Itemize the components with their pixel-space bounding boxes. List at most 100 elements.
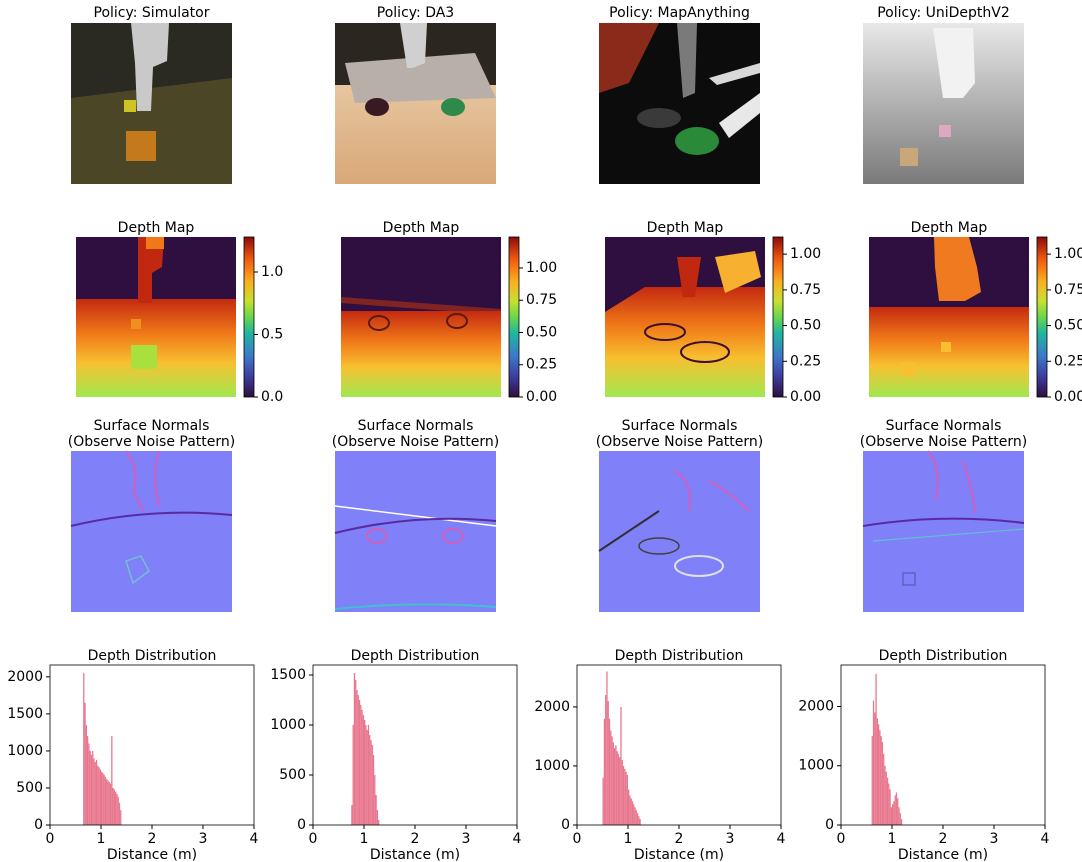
histogram-bar <box>893 801 895 825</box>
chart-title: Depth Distribution <box>879 648 1008 664</box>
normals-image <box>862 450 1025 612</box>
normals-subtitle: (Observe Noise Pattern) <box>860 434 1028 450</box>
x-tick-label: 2 <box>148 831 157 847</box>
y-tick-label: 1500 <box>270 667 306 683</box>
depth-image <box>76 237 236 397</box>
y-tick-label: 0 <box>34 817 43 833</box>
histogram-bar <box>897 798 899 825</box>
histogram-bar <box>378 820 380 825</box>
histogram-bar <box>365 725 367 825</box>
colorbar <box>772 236 784 398</box>
normals-subtitle: (Observe Noise Pattern) <box>596 434 764 450</box>
colorbar <box>243 236 255 398</box>
histogram-bar <box>364 720 366 825</box>
colorbar-tick-label: 1.00 <box>1054 246 1082 262</box>
histogram-bar <box>361 710 363 825</box>
histogram-bar <box>871 736 873 825</box>
y-tick-label: 1000 <box>270 717 306 733</box>
histogram-bar <box>367 725 370 825</box>
colorbar-tick-label: 0.5 <box>261 327 283 343</box>
histogram-bar <box>874 712 876 825</box>
histogram-bar <box>605 695 607 825</box>
colorbar-tick-label: 0.75 <box>526 292 557 308</box>
histogram-bar <box>117 796 119 825</box>
histogram-bar <box>636 813 639 825</box>
histogram-bar <box>90 754 93 825</box>
colorbar-tick-label: 1.00 <box>790 246 821 262</box>
histogram-bar <box>86 736 89 825</box>
x-tick-label: 2 <box>675 831 684 847</box>
colorbar <box>1036 236 1048 398</box>
histogram-bar <box>362 715 364 825</box>
depth-image <box>341 237 501 397</box>
x-tick-label: 0 <box>309 831 318 847</box>
histogram-bar <box>97 765 99 825</box>
chart-title: Depth Distribution <box>351 648 480 664</box>
histogram-bar <box>900 819 903 825</box>
y-tick-label: 1000 <box>534 758 570 774</box>
histogram-bar <box>620 706 622 825</box>
photo-title: Policy: UniDepthV2 <box>877 5 1010 21</box>
axes-frame <box>312 664 518 826</box>
histogram-bar <box>615 745 617 825</box>
histogram-bar <box>610 730 612 825</box>
histogram-bar <box>608 718 611 825</box>
x-axis-label: Distance (m) <box>107 847 197 862</box>
y-tick-label: 500 <box>16 780 43 796</box>
chart-title: Depth Distribution <box>88 648 217 664</box>
colorbar-tick-label: 1.0 <box>261 264 283 280</box>
normals-title: Surface Normals <box>94 418 210 434</box>
colorbar <box>508 236 520 398</box>
colorbar-tick-label: 0.25 <box>790 353 821 369</box>
y-tick-label: 2000 <box>7 669 43 685</box>
y-tick-label: 2000 <box>534 699 570 715</box>
histogram-bar <box>101 771 103 825</box>
x-tick-label: 4 <box>513 831 522 847</box>
colorbar-tick-label: 0.50 <box>1054 318 1082 334</box>
x-tick-label: 4 <box>777 831 786 847</box>
normals-image <box>70 450 233 612</box>
y-tick-label: 1000 <box>798 758 834 774</box>
histogram-bar <box>880 736 882 825</box>
histogram-bar <box>624 768 626 825</box>
y-tick-label: 1000 <box>7 743 43 759</box>
photo <box>599 23 760 184</box>
colorbar-tick-label: 0.00 <box>1054 389 1082 405</box>
histogram-bar <box>85 725 87 825</box>
x-tick-label: 0 <box>46 831 55 847</box>
colorbar-tick-label: 0.00 <box>790 389 821 405</box>
colorbar-tick-label: 0.75 <box>1054 282 1082 298</box>
histogram-bar <box>625 771 627 825</box>
histogram-bar <box>366 730 368 825</box>
chart-title: Depth Distribution <box>615 648 744 664</box>
colorbar-tick-label: 0.0 <box>261 389 283 405</box>
histogram-bar <box>639 819 641 825</box>
histogram-bar <box>111 736 113 825</box>
x-tick-label: 3 <box>726 831 735 847</box>
normals-title: Surface Normals <box>622 418 738 434</box>
histogram-bar <box>881 742 884 825</box>
histogram-bar <box>89 750 91 825</box>
histogram-bar <box>360 705 362 825</box>
histogram-bar <box>612 742 614 825</box>
histogram-bar <box>602 777 604 825</box>
x-tick-label: 3 <box>199 831 208 847</box>
histogram-bar <box>370 740 372 825</box>
x-axis-label: Distance (m) <box>634 847 724 862</box>
histogram-bar <box>375 795 377 825</box>
x-tick-label: 1 <box>360 831 369 847</box>
histogram-bar <box>94 762 96 825</box>
photo <box>863 23 1024 184</box>
normals-title: Surface Normals <box>886 418 1002 434</box>
histogram-bar <box>603 718 606 825</box>
histogram-bar <box>113 789 116 825</box>
x-tick-label: 1 <box>97 831 106 847</box>
histogram-bar <box>98 767 100 825</box>
histogram-bar <box>356 690 358 825</box>
colorbar-tick-label: 1.00 <box>526 260 557 276</box>
histogram-bar <box>616 751 618 825</box>
histogram-bar <box>634 807 636 825</box>
histogram-bar <box>898 807 900 825</box>
histogram-bar <box>83 673 85 825</box>
